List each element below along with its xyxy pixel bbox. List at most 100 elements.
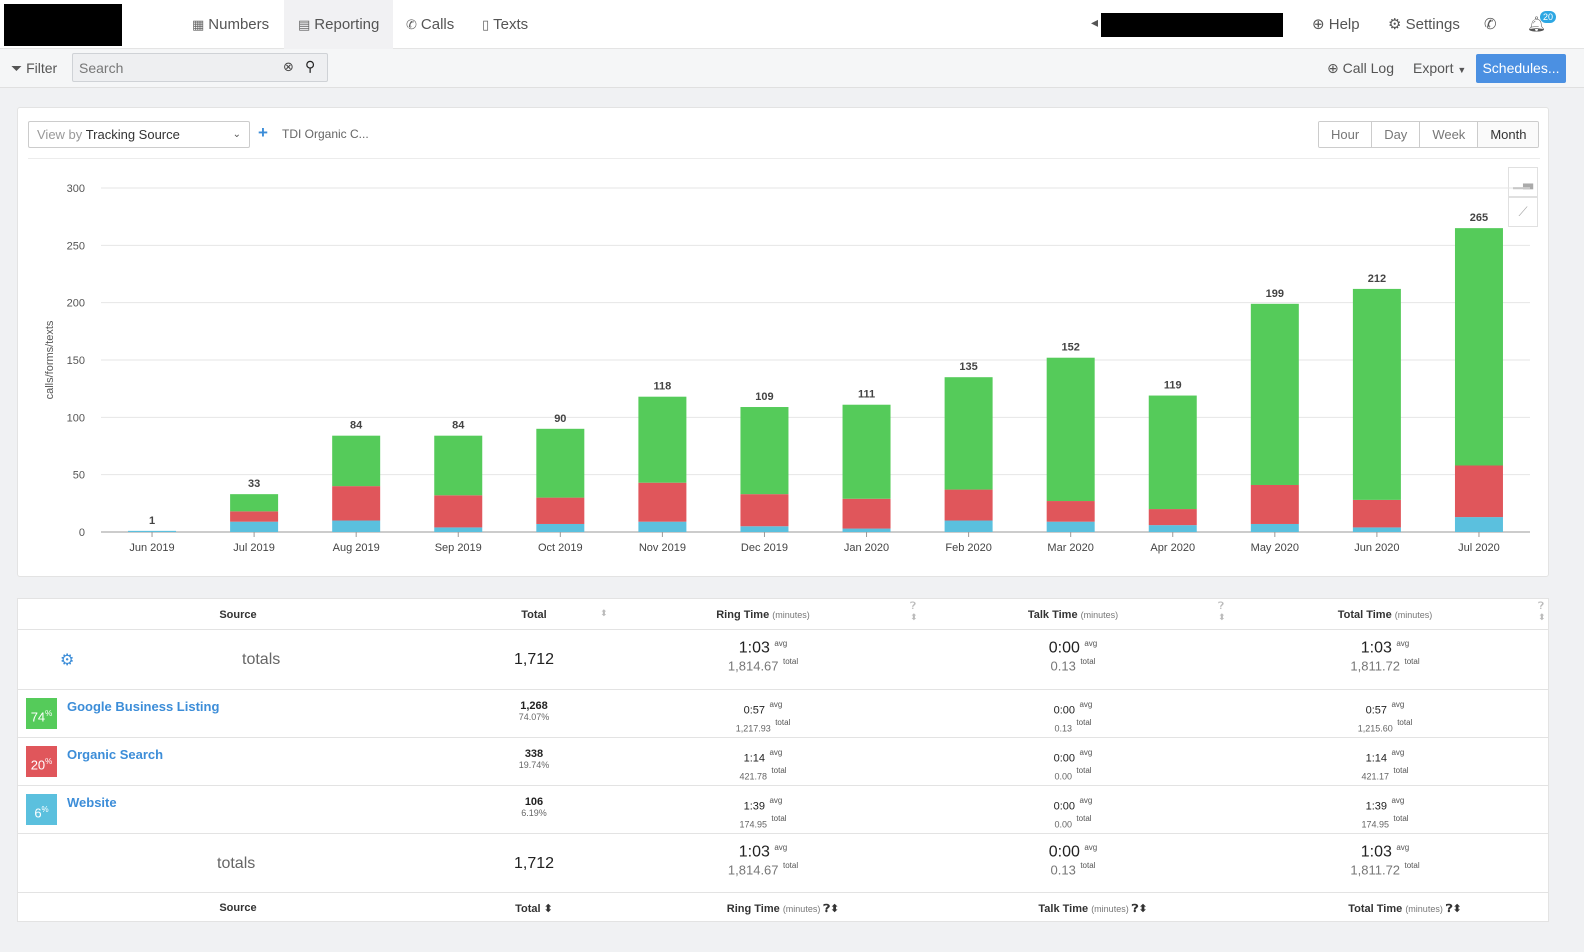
view-by-value: Tracking Source: [85, 127, 180, 142]
bar-segment: [1250, 484, 1299, 524]
sort-icon[interactable]: ⬍: [1538, 612, 1546, 622]
nav-reporting[interactable]: ▤ Reporting: [284, 0, 394, 49]
totals-ring-total: 1,814.67: [727, 658, 779, 674]
bar-segment: [332, 520, 381, 532]
add-filter-icon[interactable]: +: [258, 123, 268, 142]
phone-button[interactable]: ✆: [1484, 0, 1497, 49]
bar-segment: [536, 428, 585, 498]
ring-avg: 1:14: [743, 752, 766, 765]
settings-link[interactable]: ⚙ Settings: [1388, 0, 1460, 49]
sort-icon[interactable]: ⬍: [1218, 612, 1226, 622]
bar-segment: [638, 482, 687, 522]
help-icon: ❓︎: [823, 903, 831, 915]
help-label: Help: [1328, 16, 1360, 33]
sort-icon[interactable]: ⬍: [600, 608, 608, 618]
talk-total: 0.13: [1054, 723, 1072, 734]
call-log-label: Call Log: [1342, 60, 1394, 76]
filter-button[interactable]: ⏷ Filter: [11, 60, 57, 77]
footer-source[interactable]: Source: [219, 902, 257, 914]
avg-label: avg: [769, 748, 783, 757]
call-log-link[interactable]: ⊕ Call Log: [1327, 60, 1394, 77]
data-label: 152: [1061, 342, 1079, 354]
help-link[interactable]: ⊕ Help: [1312, 0, 1360, 49]
row-total-value: 1,268: [520, 700, 548, 712]
bar-segment: [1454, 465, 1503, 518]
footer-ring-unit: (minutes): [782, 904, 821, 914]
y-tick-label: 50: [73, 470, 85, 482]
nav-calls[interactable]: ✆ Calls: [392, 0, 468, 49]
interval-hour[interactable]: Hour: [1319, 122, 1373, 147]
help-icon[interactable]: ❓︎: [910, 601, 917, 612]
bar-segment: [1148, 509, 1197, 526]
search-box: ⊗ ⚲: [72, 53, 328, 82]
header-talk-unit: (minutes): [1080, 610, 1119, 620]
source-name[interactable]: Website: [67, 795, 117, 810]
header-ring[interactable]: Ring Time (minutes): [658, 609, 868, 621]
talk-avg: 0:00: [1053, 752, 1076, 765]
nav-reporting-label: Reporting: [314, 16, 380, 33]
bar-segment: [1352, 499, 1401, 528]
filter-chip[interactable]: TDI Organic C...: [282, 127, 369, 141]
table-row[interactable]: 20% Organic Search 338 19.74% 1:14 avg 421…: [18, 738, 1548, 786]
footer-talk[interactable]: Talk Time (minutes) ❓︎⬍: [968, 902, 1218, 916]
footer-ring[interactable]: Ring Time (minutes) ❓︎⬍: [658, 902, 908, 916]
gear-icon[interactable]: ⚙: [60, 652, 75, 669]
interval-day[interactable]: Day: [1372, 122, 1421, 147]
search-icon[interactable]: ⚲: [305, 58, 316, 74]
header-source[interactable]: Source: [219, 609, 257, 621]
data-label: 109: [755, 391, 773, 403]
source-name[interactable]: Organic Search: [67, 747, 164, 762]
percent-sign: %: [45, 757, 53, 766]
clear-icon[interactable]: ⊗: [283, 59, 294, 74]
total-label: total: [771, 766, 787, 776]
line-chart-icon[interactable]: ⟋: [1508, 197, 1538, 227]
total-label: total: [782, 657, 799, 667]
header-talk[interactable]: Talk Time (minutes): [968, 609, 1178, 621]
interval-month[interactable]: Month: [1478, 122, 1539, 147]
avg-label: avg: [1084, 843, 1098, 852]
header-total-time-unit: (minutes): [1394, 610, 1433, 620]
schedules-button[interactable]: Schedules...: [1476, 54, 1566, 83]
total-label: total: [1404, 861, 1420, 871]
help-icon[interactable]: ❓︎: [1538, 601, 1545, 612]
nav-texts[interactable]: ▯ Texts: [468, 0, 542, 49]
sort-icon[interactable]: ⬍: [910, 612, 918, 622]
avg-label: avg: [774, 843, 788, 852]
logo[interactable]: [4, 4, 122, 46]
header-total-time[interactable]: Total Time (minutes): [1280, 609, 1490, 621]
y-tick-label: 250: [67, 240, 85, 252]
nav-numbers[interactable]: ▦ Numbers: [178, 0, 283, 49]
totals-talk-avg: 0:00: [1048, 843, 1080, 861]
search-input[interactable]: [79, 58, 274, 78]
footer-total[interactable]: Total ⬍: [474, 902, 594, 915]
footer-talk-unit: (minutes): [1091, 904, 1129, 914]
row-share: 6.19%: [521, 808, 547, 818]
row-ring: 1:14 avg 421.78 total: [668, 748, 858, 785]
source-name[interactable]: Google Business Listing: [67, 699, 220, 714]
view-by-select[interactable]: View by Tracking Source ⌄: [28, 121, 250, 148]
totals-row-top: ⚙ totals 1,712 1:03 avg 1,814.67 total 0…: [18, 630, 1548, 690]
interval-week[interactable]: Week: [1420, 122, 1479, 147]
table-row[interactable]: 6% Website 106 6.19% 1:39 avg 174.95 total…: [18, 786, 1548, 834]
notifications-button[interactable]: 🔔︎: [1527, 0, 1546, 49]
bar-chart-icon[interactable]: ▁▃: [1508, 167, 1538, 197]
total-label: total: [1404, 657, 1420, 667]
x-tick-label: Nov 2019: [639, 542, 686, 554]
talk-avg: 0:00: [1053, 800, 1076, 813]
totals-label: totals: [242, 651, 281, 668]
percent-value: 6: [34, 805, 42, 821]
avg-label: avg: [1391, 700, 1405, 709]
export-label: Export: [1413, 60, 1454, 76]
header-ring-label: Ring Time: [716, 609, 770, 621]
view-by-prefix: View by: [37, 127, 83, 142]
chart-icon: ▤: [298, 17, 311, 32]
export-dropdown[interactable]: Export ▼: [1413, 60, 1466, 76]
help-icon[interactable]: ❓︎: [1218, 601, 1225, 612]
table-row[interactable]: 74% Google Business Listing 1,268 74.07% …: [18, 690, 1548, 738]
y-tick-label: 100: [67, 412, 85, 424]
footer-total-time[interactable]: Total Time (minutes) ❓︎⬍: [1280, 902, 1530, 916]
header-total[interactable]: Total: [521, 609, 547, 621]
row-share: 74.07%: [518, 712, 550, 722]
eye-icon: ◂: [1091, 14, 1099, 30]
talk-total: 0.00: [1054, 771, 1072, 782]
